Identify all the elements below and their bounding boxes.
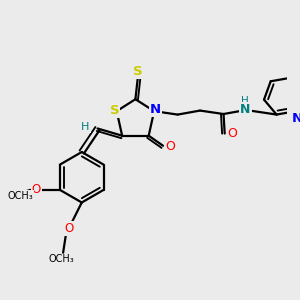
Text: H: H [242, 96, 249, 106]
Text: O: O [227, 127, 237, 140]
Text: OCH₃: OCH₃ [8, 191, 33, 201]
Text: O: O [32, 183, 41, 196]
Text: N: N [240, 103, 250, 116]
Text: S: S [110, 104, 119, 117]
Text: H: H [81, 122, 90, 132]
Text: N: N [150, 103, 161, 116]
Text: S: S [133, 64, 143, 78]
Text: N: N [292, 112, 300, 124]
Text: O: O [64, 222, 74, 235]
Text: O: O [166, 140, 176, 153]
Text: OCH₃: OCH₃ [48, 254, 74, 264]
